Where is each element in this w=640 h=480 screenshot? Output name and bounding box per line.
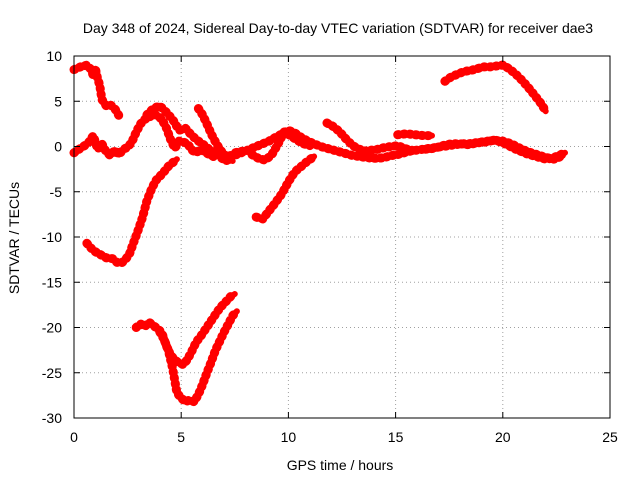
x-tick-label: 20 (495, 429, 511, 445)
x-tick-label: 10 (281, 429, 297, 445)
y-tick-label: -30 (42, 410, 62, 426)
series-markers-arc-3 (82, 154, 182, 268)
y-tick-label: -10 (42, 229, 62, 245)
y-tick-label: -15 (42, 274, 62, 290)
series-markers-arc-5 (155, 306, 242, 407)
y-tick-label: -25 (42, 365, 62, 381)
series-markers-arc-11 (393, 129, 437, 141)
y-tick-label: -5 (50, 184, 63, 200)
y-axis-label: SDTVAR / TECUs (6, 182, 22, 294)
series-markers-arc-10 (322, 118, 422, 156)
x-tick-labels: 0 5 10 15 20 25 (70, 429, 618, 445)
x-tick-label: 15 (388, 429, 404, 445)
series-markers-arc-12 (440, 60, 551, 116)
series-markers-arc-7 (193, 104, 238, 166)
y-tick-label: 10 (46, 48, 62, 64)
series-markers-arc-4 (131, 289, 240, 370)
series-layer (69, 60, 570, 407)
y-tick-label: 5 (54, 93, 62, 109)
series-markers-arc-9 (247, 127, 315, 165)
x-tick-label: 25 (602, 429, 618, 445)
y-tick-label: -20 (42, 320, 62, 336)
x-axis-label: GPS time / hours (287, 457, 394, 473)
series-markers-arc-8 (251, 152, 319, 224)
y-tick-label: 0 (54, 139, 62, 155)
grid-lines (74, 56, 610, 418)
series-markers-arc-13 (421, 135, 568, 164)
series-markers-arc-1 (69, 60, 124, 121)
tick-marks (73, 55, 611, 419)
y-tick-labels: 10 5 0 -5 -10 -15 -20 -25 -30 (42, 48, 62, 426)
x-tick-label: 0 (70, 429, 78, 445)
chart-title: Day 348 of 2024, Sidereal Day-to-day VTE… (83, 20, 593, 36)
x-tick-label: 5 (177, 429, 185, 445)
